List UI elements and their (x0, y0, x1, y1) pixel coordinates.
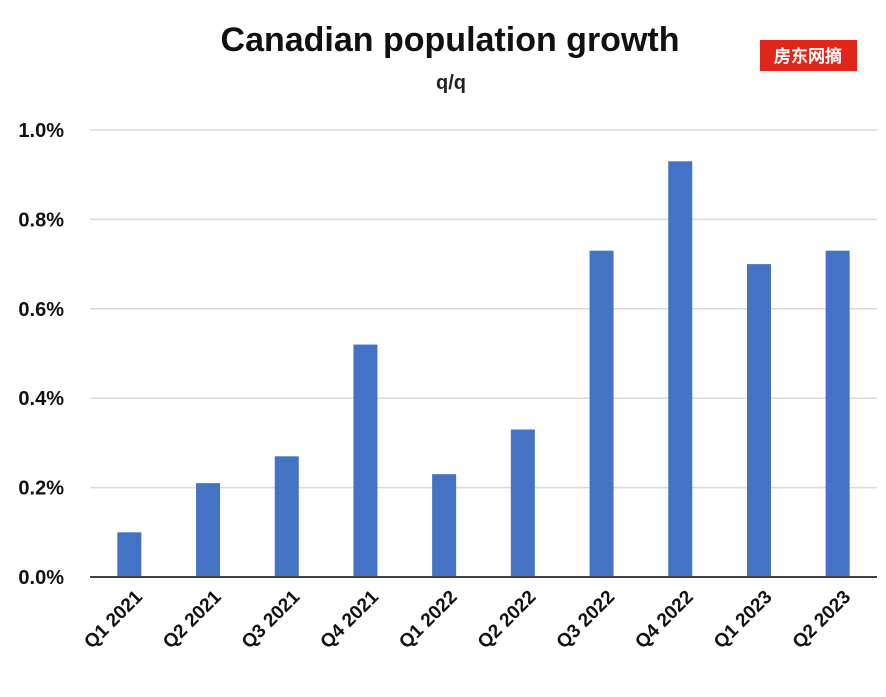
y-tick-label: 1.0% (18, 120, 64, 142)
chart-title: Canadian population growth (221, 21, 680, 59)
y-axis-tick-labels: 0.0% 0.2% 0.4% 0.6% 0.8% 1.0% (18, 120, 64, 589)
chart-subtitle: q/q (436, 72, 466, 94)
bar (274, 456, 299, 577)
gridlines (90, 129, 877, 489)
bar (432, 474, 457, 577)
bar (117, 532, 142, 577)
bar (668, 161, 693, 578)
x-category-label: Q1 2023 (710, 587, 776, 653)
watermark-bg (760, 40, 857, 71)
x-category-label: Q4 2021 (317, 586, 384, 653)
watermark-text: 房东网摘 (774, 46, 842, 67)
bar (353, 344, 378, 577)
x-category-label: Q2 2022 (474, 587, 540, 653)
x-axis-category-labels: Q1 2021 Q2 2021 Q3 2021 Q4 2021 Q1 2022 Q2 20… (80, 586, 855, 653)
bar (825, 250, 850, 577)
x-category-label: Q2 2021 (159, 586, 226, 653)
y-tick-label: 0.0% (18, 567, 64, 589)
bar (746, 264, 771, 577)
x-category-label: Q1 2022 (395, 587, 461, 653)
x-category-label: Q3 2021 (238, 586, 305, 653)
y-tick-label: 0.6% (18, 299, 64, 321)
x-category-label: Q2 2023 (789, 587, 855, 653)
x-category-label: Q4 2022 (631, 587, 697, 653)
watermark-badge: 房东网摘 (760, 40, 857, 71)
x-category-label: Q1 2021 (80, 586, 147, 653)
bar (510, 429, 535, 577)
y-tick-label: 0.4% (18, 388, 64, 410)
bar (196, 483, 221, 577)
y-tick-label: 0.2% (18, 478, 64, 500)
x-category-label: Q3 2022 (553, 587, 619, 653)
y-tick-label: 0.8% (18, 209, 64, 231)
bar (589, 250, 614, 577)
bars (117, 161, 850, 578)
